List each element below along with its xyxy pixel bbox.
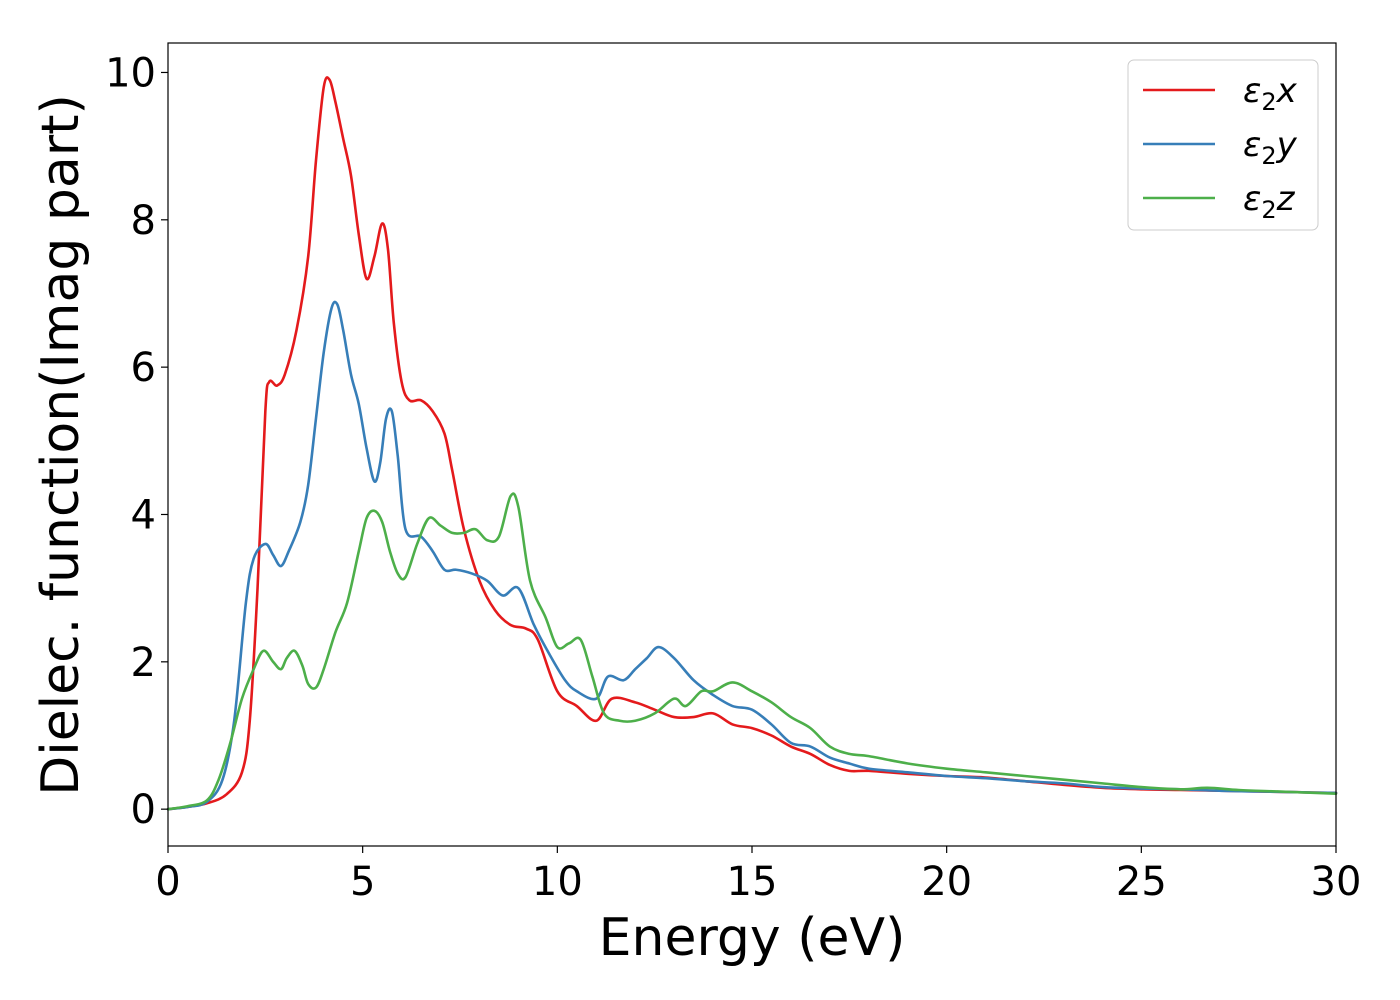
series-line-z xyxy=(166,492,1338,811)
legend-label-subscript: 2 xyxy=(1261,88,1276,116)
y-tick-label: 10 xyxy=(105,50,156,96)
y-axis-label: Dielec. function(Imag part) xyxy=(31,94,91,796)
series-layer xyxy=(166,76,1338,811)
legend-label-suffix: x xyxy=(1276,71,1298,111)
legend-label-y: ε2y xyxy=(1243,125,1298,170)
legend-label-base: ε xyxy=(1243,71,1261,111)
legend-label-z: ε2z xyxy=(1243,179,1296,224)
x-tick-label: 0 xyxy=(155,859,180,905)
legend-label-suffix: y xyxy=(1276,125,1298,165)
legend-label-x: ε2x xyxy=(1243,71,1298,116)
y-tick-label: 0 xyxy=(131,787,156,833)
x-tick-label: 15 xyxy=(727,859,778,905)
series-line-x xyxy=(166,76,1338,811)
x-tick-label: 10 xyxy=(532,859,583,905)
y-axis: 0 2 4 6 8 10 xyxy=(105,50,168,833)
x-tick-label: 25 xyxy=(1116,859,1167,905)
y-tick-label: 6 xyxy=(131,345,156,391)
x-tick-label: 30 xyxy=(1311,859,1362,905)
x-tick-label: 5 xyxy=(350,859,375,905)
x-axis: 0 5 10 15 20 25 30 xyxy=(155,846,1361,905)
legend-label-base: ε xyxy=(1243,125,1261,165)
y-tick-label: 4 xyxy=(131,492,156,538)
legend-frame xyxy=(1127,59,1319,231)
legend-label-subscript: 2 xyxy=(1261,196,1276,224)
legend-label-subscript: 2 xyxy=(1261,142,1276,170)
legend-label-base: ε xyxy=(1243,179,1261,219)
series-line-y xyxy=(166,300,1338,811)
y-tick-label: 2 xyxy=(131,640,156,686)
x-axis-label: Energy (eV) xyxy=(599,908,906,968)
x-tick-label: 20 xyxy=(921,859,972,905)
legend-label-suffix: z xyxy=(1276,179,1296,219)
y-tick-label: 8 xyxy=(131,198,156,244)
